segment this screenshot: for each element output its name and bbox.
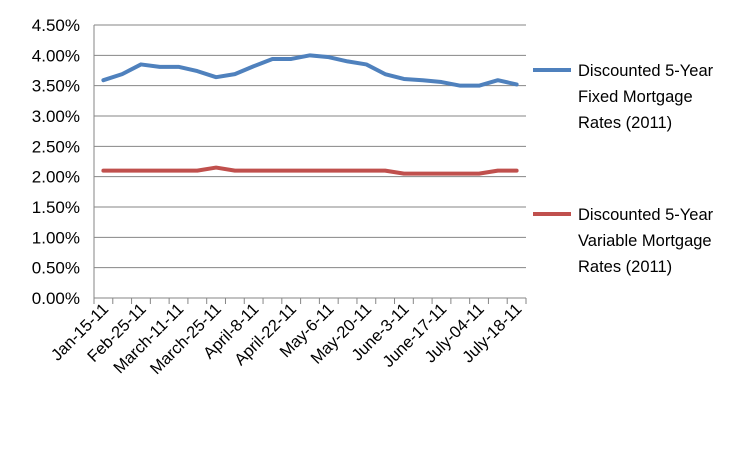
legend-label: Discounted 5-Year: [578, 62, 714, 80]
y-tick-label: 0.00%: [32, 289, 80, 308]
legend-label: Fixed Mortgage: [578, 88, 693, 106]
y-tick-label: 3.50%: [32, 77, 80, 96]
y-axis: 0.00% 0.50% 1.00% 1.50% 2.00% 2.50% 3.00% 3.50%…: [32, 16, 95, 308]
series-line-variable: [101, 165, 519, 176]
series-line-fixed: [101, 53, 519, 88]
y-tick-label: 4.00%: [32, 46, 80, 65]
y-tick-label: 4.50%: [32, 16, 80, 35]
y-tick-label: 2.00%: [32, 168, 80, 187]
y-tick-label: 2.50%: [32, 137, 80, 156]
legend-label: Rates (2011): [578, 258, 672, 276]
y-tick-label: 1.00%: [32, 228, 80, 247]
legend-label: Rates (2011): [578, 114, 672, 132]
legend: Discounted 5-Year Fixed Mortgage Rates (20…: [533, 62, 714, 276]
y-tick-label: 3.00%: [32, 107, 80, 126]
series-layer: [101, 53, 519, 176]
legend-label: Variable Mortgage: [578, 232, 712, 250]
y-tick-label: 0.50%: [32, 259, 80, 278]
y-tick-label: 1.50%: [32, 198, 80, 217]
legend-label: Discounted 5-Year: [578, 206, 714, 224]
x-axis: Jan-15-11Feb-25-11March-11-11March-25-11…: [48, 297, 527, 378]
gridlines: [94, 24, 526, 269]
